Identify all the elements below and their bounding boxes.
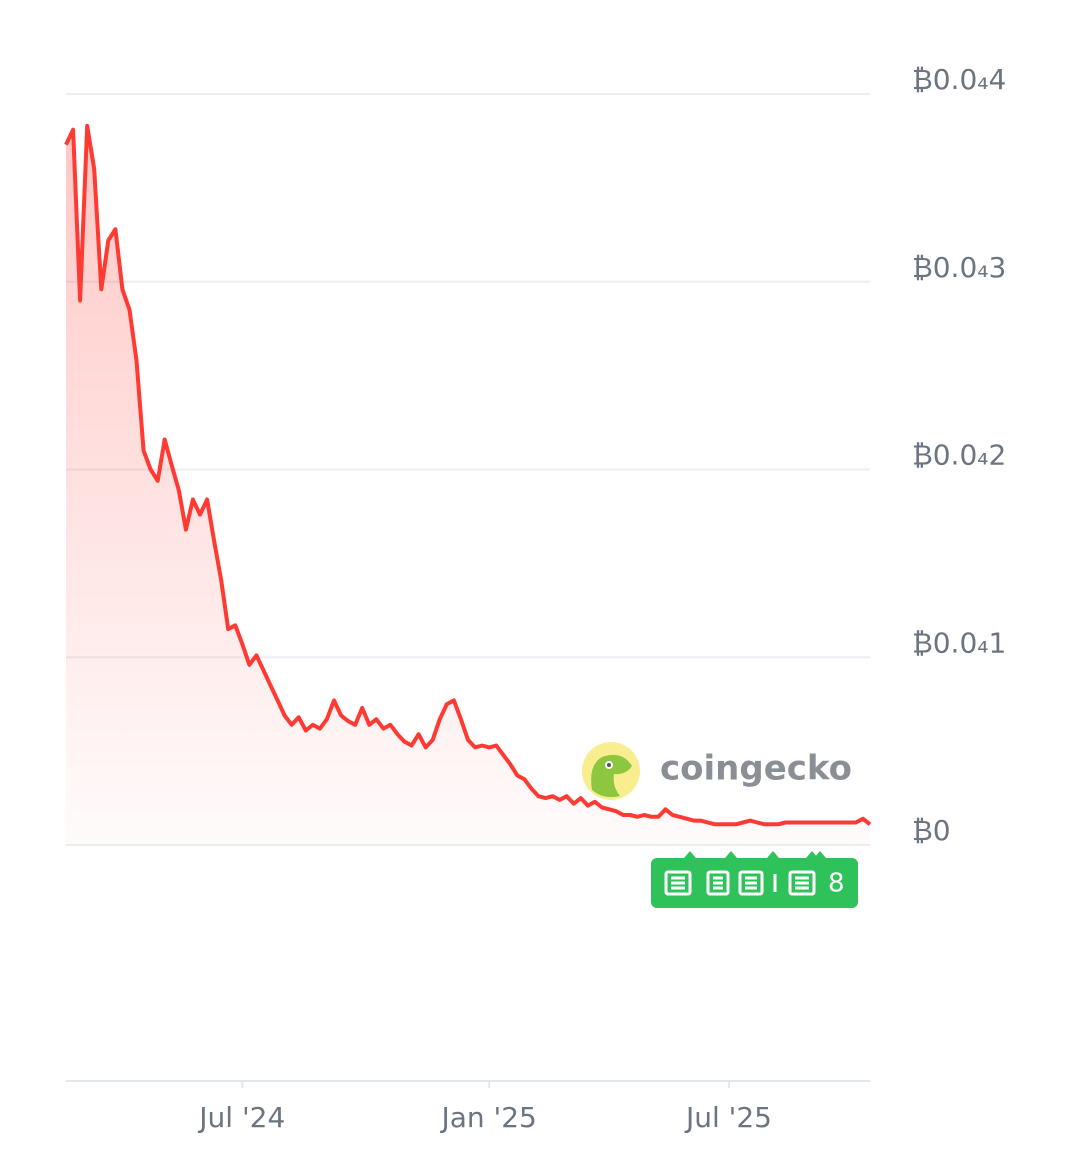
badge-pointers — [684, 851, 826, 858]
logo-pupil — [607, 763, 611, 767]
news-icons — [664, 870, 816, 896]
y-tick-label: ₿0.0₄1 — [912, 626, 1006, 659]
watermark-text: coingecko — [660, 749, 852, 789]
plot — [64, 123, 872, 845]
news-count: 8 — [828, 869, 845, 899]
logo-gecko — [591, 754, 632, 798]
watermark: coingecko — [582, 742, 852, 800]
y-tick-label: ₿0.0₄4 — [912, 63, 1006, 96]
y-tick-label: ₿0 — [912, 814, 951, 847]
price-line — [64, 123, 872, 827]
y-tick-label: ₿0.0₄2 — [912, 439, 1006, 472]
x-tick-label: Jul '24 — [197, 1101, 285, 1134]
news-badge: 8 — [651, 851, 858, 908]
x-tick-label: Jul '25 — [684, 1101, 772, 1134]
x-tick-label: Jan '25 — [439, 1101, 536, 1134]
area-fill — [66, 125, 870, 845]
y-tick-label: ₿0.0₄3 — [912, 251, 1006, 284]
